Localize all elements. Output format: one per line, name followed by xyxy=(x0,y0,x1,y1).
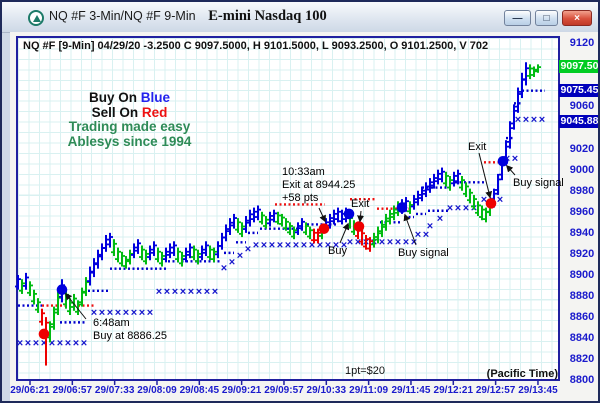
y-axis-label: 8840 xyxy=(569,332,595,345)
x-axis-label: 29/12:21 xyxy=(433,385,474,396)
annotation-label: Buy xyxy=(328,245,347,257)
y-axis-label: 9120 xyxy=(569,37,595,50)
window-controls: — □ × xyxy=(504,10,592,26)
watermark-line-1: Buy On Blue xyxy=(42,90,217,106)
y-axis-label: 8980 xyxy=(569,184,595,197)
y-axis-label: 8960 xyxy=(569,205,595,218)
watermark-sell-on: Sell On xyxy=(91,104,142,120)
quote-info-line: NQ #F [9-Min] 04/29/20 -3.2500 C 9097.50… xyxy=(23,40,489,52)
y-axis-label: 8800 xyxy=(569,374,595,387)
x-axis-label: 29/11:09 xyxy=(349,385,389,396)
x-axis-label: 29/07:33 xyxy=(94,385,135,396)
x-axis-label: 29/12:57 xyxy=(475,385,516,396)
x-axis-label: 29/09:57 xyxy=(264,385,304,396)
y-axis-label: 8880 xyxy=(569,290,595,303)
timezone-note: (Pacific Time) xyxy=(486,368,558,380)
minimize-button[interactable]: — xyxy=(504,10,531,26)
close-button[interactable]: × xyxy=(562,10,592,26)
x-axis-label: 29/08:45 xyxy=(179,385,220,396)
price-badge: 9045.88 xyxy=(559,114,599,128)
y-axis-label: 8860 xyxy=(569,311,595,324)
annotation-label: 6:48am Buy at 8886.25 xyxy=(93,317,168,342)
chart-content: NQ #F [9-Min] 04/29/20 -3.2500 C 9097.50… xyxy=(10,32,598,401)
x-axis-label: 29/10:33 xyxy=(306,385,347,396)
price-badge: 9097.50 xyxy=(559,60,599,74)
y-axis-label: 8820 xyxy=(569,353,595,366)
x-axis-label: 29/06:57 xyxy=(52,385,93,396)
annotation-label: Buy signal xyxy=(513,177,564,189)
app-logo-icon xyxy=(28,10,44,26)
instrument-title: E-mini Nasdaq 100 xyxy=(208,8,327,24)
y-axis-label: 8900 xyxy=(569,268,595,281)
annotation-label: Exit xyxy=(351,198,370,210)
annotation-label: Exit xyxy=(468,141,487,153)
y-axis-label: 9000 xyxy=(569,163,595,176)
watermark-line-3: Trading made easy xyxy=(68,119,191,134)
point-value-note: 1pt=$20 xyxy=(344,365,386,377)
y-axis-label: 9020 xyxy=(569,142,595,155)
watermark-text: Buy On Blue Sell On Red Trading made eas… xyxy=(42,90,217,149)
watermark-red: Red xyxy=(141,104,168,120)
x-axis-label: 29/09:21 xyxy=(221,385,262,396)
annotation-label: Buy signal xyxy=(398,247,449,259)
watermark-line-2: Sell On Red xyxy=(42,104,217,121)
x-axis-label: 29/08:09 xyxy=(137,385,177,396)
minimize-icon: — xyxy=(512,12,523,24)
watermark-buy-on: Buy On xyxy=(88,90,141,105)
chart-plot-area[interactable] xyxy=(16,36,560,381)
title-bar[interactable]: NQ #F 3-Min/NQ #F 9-Min E-mini Nasdaq 10… xyxy=(2,2,598,33)
y-axis-label: 8920 xyxy=(569,247,595,260)
app-logo-triangle-icon xyxy=(32,15,41,22)
watermark-line-4: Ablesys since 1994 xyxy=(67,133,192,149)
x-axis-label: 29/13:45 xyxy=(518,385,558,396)
restore-icon: □ xyxy=(543,12,550,24)
y-axis-label: 8940 xyxy=(569,226,595,239)
watermark-blue: Blue xyxy=(140,90,171,105)
x-axis-label: 29/06:21 xyxy=(10,385,50,396)
close-icon: × xyxy=(574,12,580,24)
annotation-label: 10:33am Exit at 8944.25 +58 pts xyxy=(282,166,356,204)
y-axis-label: 9060 xyxy=(569,100,595,113)
restore-button[interactable]: □ xyxy=(535,10,558,26)
x-axis-label: 29/11:45 xyxy=(391,385,431,396)
window-title: NQ #F 3-Min/NQ #F 9-Min xyxy=(49,9,196,23)
price-badge: 9075.45 xyxy=(559,83,599,97)
